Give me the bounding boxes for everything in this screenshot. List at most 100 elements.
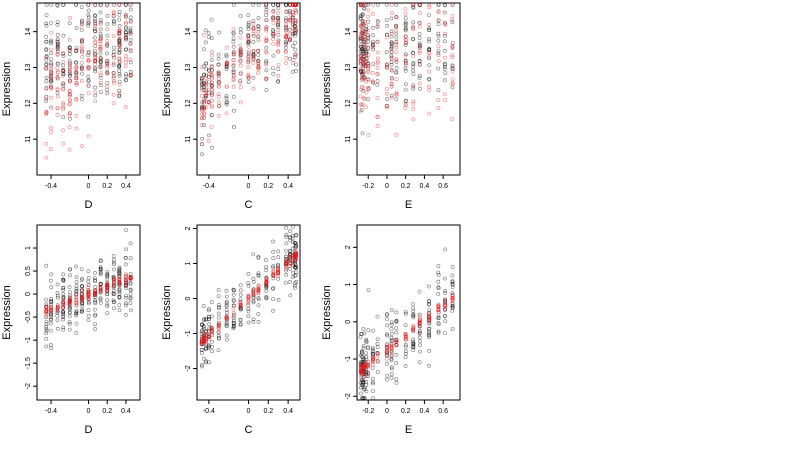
y-tick-label: -1 [345, 356, 352, 362]
data-point [68, 65, 72, 70]
data-point [117, 295, 122, 300]
data-point [79, 278, 84, 283]
series-points [358, 247, 455, 401]
data-point [206, 343, 211, 348]
data-point [49, 85, 54, 90]
y-tick-label: -2 [345, 393, 352, 399]
data-point [385, 97, 390, 101]
data-point [231, 27, 236, 32]
data-point [360, 31, 365, 36]
data-point [450, 295, 455, 300]
data-point [366, 28, 370, 33]
data-point [389, 327, 394, 331]
data-point [128, 256, 133, 261]
data-point [49, 105, 54, 110]
data-point [128, 28, 133, 33]
data-point [370, 347, 375, 352]
series-points [44, 272, 133, 319]
data-point [290, 15, 295, 19]
y-tick-label: 2 [345, 245, 352, 249]
data-point [200, 152, 204, 157]
data-point [389, 93, 394, 98]
data-point [124, 262, 128, 267]
data-point [394, 132, 399, 137]
data-point [202, 64, 207, 69]
data-point [394, 45, 399, 50]
data-point [264, 10, 269, 15]
data-point [224, 337, 229, 342]
data-point [359, 382, 364, 387]
data-point [68, 116, 72, 121]
data-point [112, 18, 116, 23]
x-tick-label: 0 [87, 183, 91, 190]
x-tick-label: 0.2 [263, 183, 273, 190]
data-point [79, 64, 84, 69]
data-point [209, 327, 214, 332]
data-point [436, 9, 441, 14]
data-point [55, 293, 60, 298]
data-point [202, 317, 207, 321]
data-point [293, 242, 298, 247]
data-point [105, 282, 110, 287]
data-point [231, 288, 236, 293]
data-point [283, 61, 288, 65]
data-point [49, 298, 54, 303]
data-point [44, 96, 49, 101]
data-point [417, 330, 422, 335]
data-point [44, 336, 49, 341]
data-point [199, 93, 204, 98]
data-point [67, 21, 72, 26]
data-point [287, 17, 292, 22]
data-point [93, 301, 98, 306]
data-point [224, 321, 229, 326]
data-point [389, 344, 394, 349]
data-point [117, 82, 122, 87]
data-point [80, 50, 85, 55]
data-point [443, 32, 448, 36]
data-point [436, 329, 441, 334]
data-point [427, 348, 432, 353]
y-tick-label: 11 [185, 135, 192, 142]
data-point [111, 61, 116, 66]
data-point [200, 81, 205, 85]
data-point [74, 81, 79, 86]
data-point [375, 96, 380, 100]
data-point [105, 51, 109, 56]
data-point [216, 322, 221, 327]
data-point [276, 255, 281, 260]
data-point [436, 34, 441, 39]
data-point [359, 351, 364, 356]
data-point [427, 284, 431, 289]
data-point [256, 2, 261, 7]
x-tick-label: -0.4 [45, 408, 57, 415]
data-point [98, 47, 103, 52]
data-point [67, 45, 72, 50]
data-point [200, 100, 205, 105]
data-point [442, 297, 447, 302]
data-point [411, 328, 416, 333]
data-point [436, 59, 441, 64]
data-point [68, 299, 72, 304]
data-point [360, 19, 365, 24]
data-point [74, 60, 79, 65]
data-point [86, 294, 91, 299]
data-point [231, 108, 236, 113]
data-point [366, 87, 371, 91]
data-point [86, 8, 91, 13]
data-point [61, 325, 66, 330]
data-point [411, 68, 416, 73]
series-points [44, 228, 133, 351]
data-point [271, 271, 276, 276]
data-point [375, 352, 380, 357]
data-point [362, 373, 367, 378]
data-point [411, 72, 416, 77]
data-point [293, 283, 297, 288]
data-point [86, 58, 91, 62]
data-point [231, 31, 236, 36]
data-point [93, 307, 97, 312]
data-point [361, 396, 366, 401]
data-point [271, 10, 276, 14]
data-point [44, 79, 49, 84]
data-point [426, 363, 431, 368]
x-tick-label: 0.2 [401, 408, 411, 415]
